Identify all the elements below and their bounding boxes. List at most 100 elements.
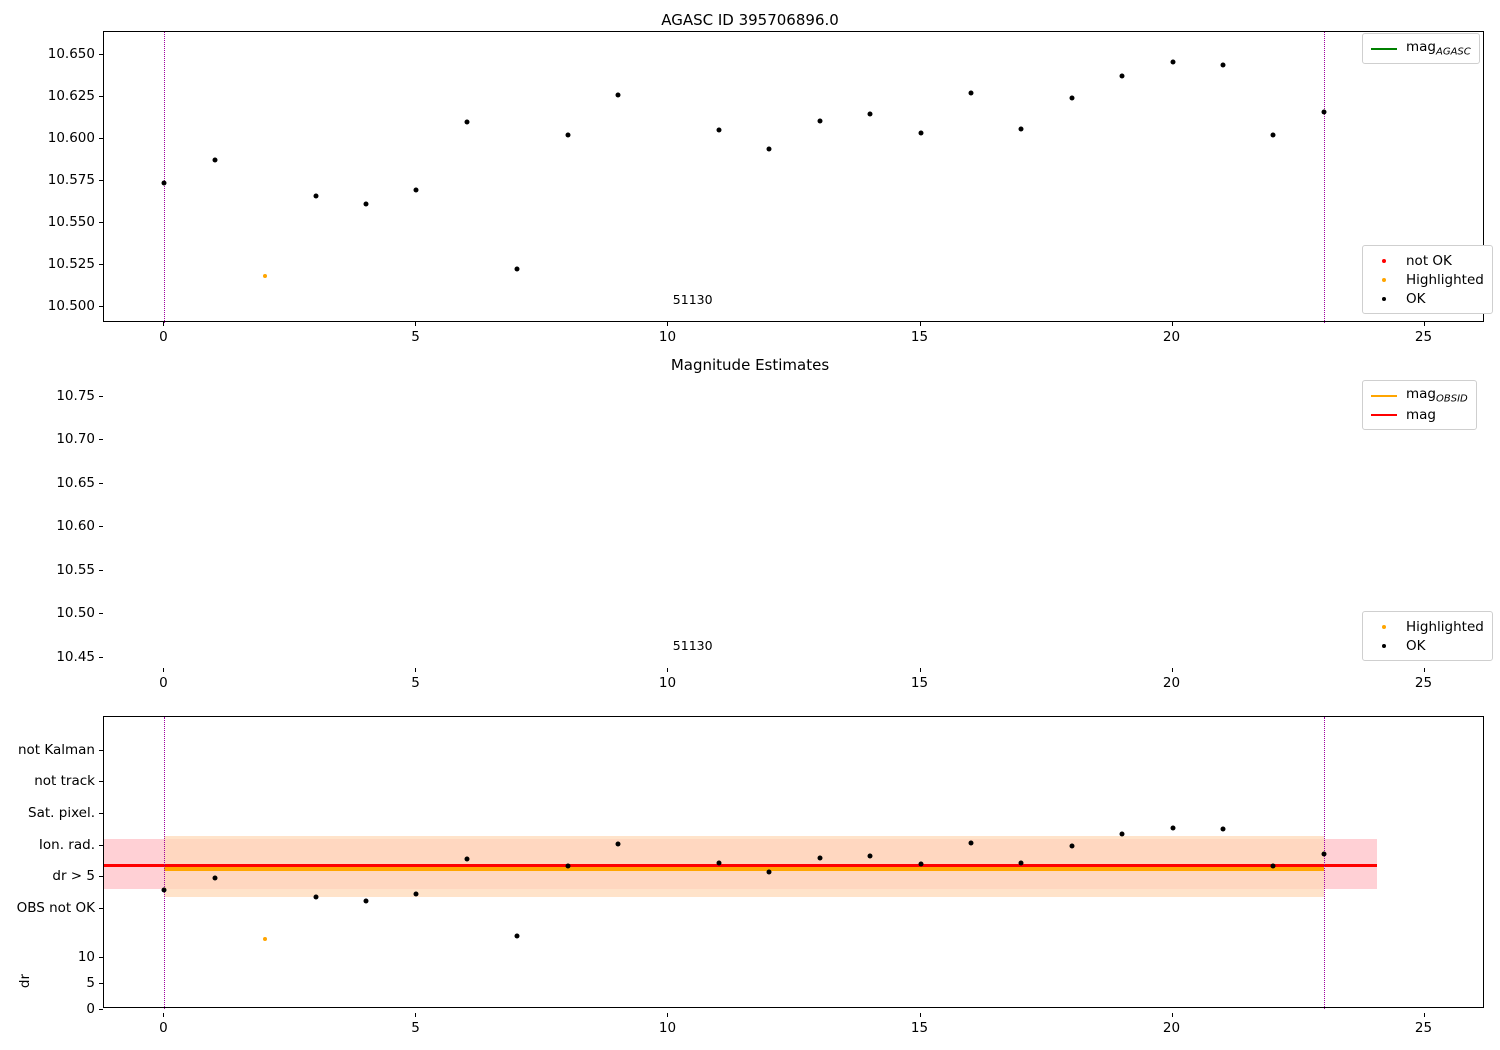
legend-row-ok: OK [1371,636,1484,655]
y-axis-tick-label: 10.60 [56,518,95,535]
x-axis-tick-label: 0 [159,675,168,691]
data-point-ok [212,875,218,881]
y-axis-tick-mark [99,1008,103,1010]
y-axis-tick-mark [99,812,103,814]
legend-label-mag: mag [1406,406,1436,423]
x-axis-tick-mark [1171,1013,1173,1017]
data-point-ok [918,861,923,867]
x-axis-tick-label: 5 [411,675,420,691]
data-point-ok [716,127,722,133]
x-axis-tick-mark [415,668,417,672]
y-axis-tick-mark [99,482,103,484]
y-axis-tick-label: 10.575 [47,171,95,188]
x-axis-tick-label: 25 [1414,329,1433,345]
y-axis-tick-mark [99,613,103,615]
data-point-ok [1220,62,1226,68]
legend-row-ok: OK [1371,289,1484,308]
y-axis-tick-label: 5 [86,974,95,991]
data-point-ok [968,90,974,96]
data-point-ok [1119,73,1125,79]
dot-swatch-icon [1371,643,1397,648]
data-point-highlighted [263,273,268,278]
legend-row-mag-agasc: magAGASC [1371,39,1471,58]
x-axis-tick-label: 15 [910,1020,929,1036]
data-point-ok [1018,860,1024,866]
y-axis-tick-label: 10.600 [47,129,95,146]
legend-status-panel1[interactable]: not OK Highlighted OK [1362,245,1493,314]
data-point-ok [363,898,369,904]
legend-mag-agasc[interactable]: magAGASC [1362,33,1480,64]
x-axis-tick-mark [1423,322,1425,326]
flag-row-label: not Kalman [17,741,95,758]
dot-swatch-icon [1371,277,1397,282]
x-axis-tick-mark [919,1013,921,1017]
x-axis-tick-label: 20 [1162,329,1181,345]
x-axis-tick-label: 10 [658,1020,677,1036]
y-axis-tick-mark [99,137,103,139]
x-axis-tick-label: 0 [159,329,168,345]
panel-dr [0,949,1500,1050]
x-axis-tick-mark [163,668,165,672]
legend-label-highlighted: Highlighted [1406,271,1484,288]
panel-flags [0,685,1500,950]
panel-magnitude-estimates [0,340,1500,1009]
y-axis-tick-label: 10.650 [47,45,95,62]
y-axis-tick-label: 10.55 [56,561,95,578]
line-swatch-icon [1371,47,1397,50]
figure-title: AGASC ID 395706896.0 [661,11,839,29]
agasc-magnitude-axes [103,31,1484,323]
data-point-ok [212,157,218,163]
y-axis-tick-mark [99,749,103,751]
y-axis-tick-label: 10.550 [47,213,95,230]
y-axis-tick-mark [99,876,103,878]
legend-status-panel2[interactable]: Highlighted OK [1362,611,1493,661]
data-point-ok [413,187,419,193]
y-axis-tick-mark [99,982,103,984]
y-axis-tick-mark [99,221,103,223]
data-point-ok [1119,831,1125,837]
flag-row-label: dr > 5 [52,868,95,885]
data-point-ok [1321,851,1327,857]
data-point-ok [363,201,369,207]
x-axis-tick-mark [163,1013,165,1017]
flag-row-label: Ion. rad. [38,836,95,853]
dot-swatch-icon [1371,296,1397,301]
y-axis-tick-mark [99,781,103,783]
y-axis-tick-label: 10.50 [56,605,95,622]
data-point-ok [464,856,470,862]
y-axis-tick-mark [99,53,103,55]
data-point-ok [1321,109,1327,115]
legend-label-mag-agasc: magAGASC [1406,39,1471,58]
y-axis-tick-mark [99,526,103,528]
highlight-vertical-line [164,717,166,1009]
mag-obsid-line [164,866,1324,871]
flag-row-label: not track [34,773,95,790]
data-point-ok [1170,59,1175,65]
x-axis-tick-label: 15 [910,329,929,345]
y-axis-tick-mark [99,956,103,958]
highlight-vertical-line [1323,717,1325,1009]
legend-label-mag-obsid: magOBSID [1406,386,1468,405]
data-point-ok [565,863,571,869]
obsid-annotation: 51130 [672,638,713,653]
x-axis-tick-label: 25 [1414,1020,1433,1036]
line-swatch-icon [1371,413,1397,416]
data-point-ok [716,860,722,866]
x-axis-tick-label: 20 [1162,675,1181,691]
x-axis-tick-label: 20 [1162,1020,1181,1036]
legend-label-not-ok: not OK [1406,252,1452,269]
legend-mag-lines[interactable]: magOBSID mag [1362,380,1477,430]
data-point-ok [968,840,974,846]
y-axis-tick-label: 10.525 [47,255,95,272]
data-point-ok [766,869,772,875]
x-axis-tick-mark [1423,668,1425,672]
y-axis-tick-label: 10 [77,948,95,965]
legend-row-highlighted: Highlighted [1371,617,1484,636]
data-point-ok [1018,126,1024,132]
y-axis-tick-mark [99,907,103,909]
data-point-ok [918,130,923,136]
y-axis-tick-label: 10.625 [47,87,95,104]
x-axis-tick-label: 5 [411,1020,420,1036]
x-axis-tick-label: 25 [1414,675,1433,691]
dot-swatch-icon [1371,258,1397,263]
